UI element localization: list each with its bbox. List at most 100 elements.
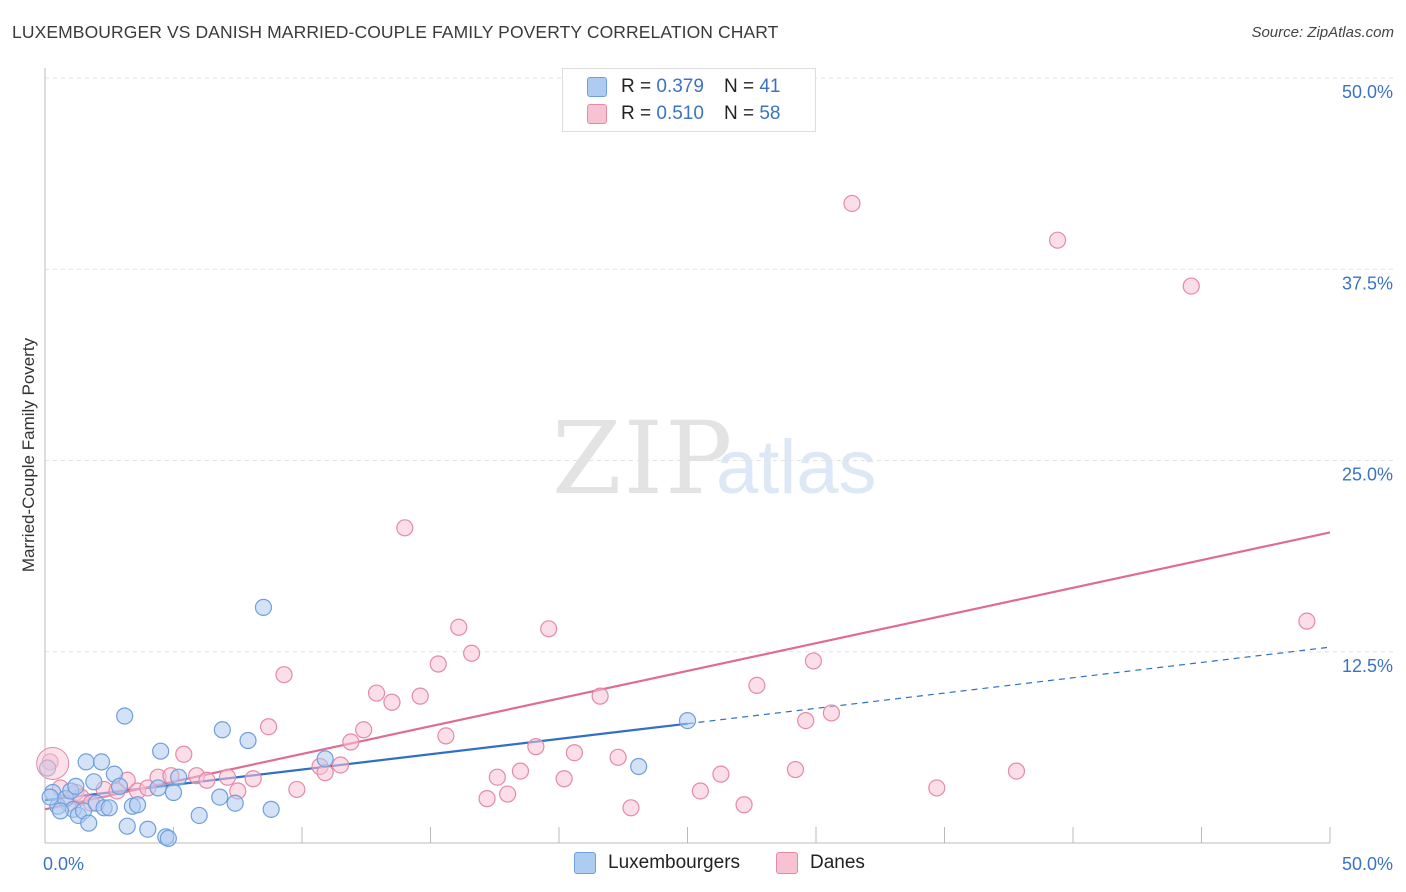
y-axis-title: Married-Couple Family Poverty — [19, 337, 38, 572]
chart-title: LUXEMBOURGER VS DANISH MARRIED-COUPLE FA… — [12, 22, 779, 42]
point-luxembourger — [51, 802, 70, 820]
legend-swatch-luxembourgers — [587, 77, 607, 97]
legend-n-label: N = — [723, 76, 755, 97]
legend-swatch-danes — [587, 104, 607, 124]
point-dane — [804, 652, 823, 670]
trendline-danes — [44, 531, 1331, 811]
point-dane — [396, 519, 414, 537]
point-dane — [478, 790, 496, 808]
legend-n-value: 58 — [759, 103, 781, 124]
bottom-legend-luxembourgers: Luxembourgers — [574, 852, 740, 874]
point-luxembourger — [152, 742, 170, 760]
y-tick-label: 25.0% — [1342, 465, 1393, 485]
point-luxembourger — [85, 773, 103, 791]
bottom-legend-label-luxembourgers: Luxembourgers — [608, 852, 741, 873]
point-dane — [555, 770, 573, 788]
point-dane — [928, 779, 946, 797]
trend-layer — [44, 531, 1331, 811]
source-label: Source: ZipAtlas.com — [1251, 24, 1394, 41]
grid-layer — [45, 77, 1395, 653]
point-dane — [463, 644, 481, 662]
point-luxembourger — [254, 598, 273, 616]
point-dane — [288, 780, 306, 799]
bottom-legend-danes: Danes — [776, 852, 865, 874]
point-dane — [198, 771, 216, 789]
point-luxembourger — [213, 721, 231, 739]
point-dane — [218, 768, 237, 786]
x-tick-label: 50.0% — [1342, 854, 1393, 874]
point-dane — [437, 727, 455, 745]
point-dane — [609, 748, 627, 766]
point-luxembourger — [262, 800, 280, 818]
y-tick-label: 37.5% — [1342, 273, 1393, 293]
bottom-legend-swatch-luxembourgers — [574, 852, 596, 874]
point-dane — [786, 760, 805, 779]
point-dane — [383, 693, 401, 711]
point-dane — [175, 745, 193, 763]
point-luxembourger — [159, 829, 177, 848]
label-layer: 12.5% 25.0% 37.5% 50.0% 0.0% 50.0% Married-Cou… — [19, 82, 1393, 874]
point-dane — [244, 770, 262, 788]
point-dane — [331, 756, 350, 774]
point-dane — [1298, 612, 1316, 630]
point-luxembourger — [630, 757, 648, 776]
point-dane — [622, 799, 640, 817]
x-tick-label: 0.0% — [43, 854, 84, 874]
point-dane — [797, 711, 815, 730]
point-luxembourger — [118, 817, 136, 835]
point-dane — [1182, 277, 1200, 295]
watermark-atlas: atlas — [716, 425, 877, 510]
point-dane — [1048, 231, 1067, 249]
y-tick-label: 12.5% — [1342, 656, 1393, 676]
point-dane — [591, 687, 609, 705]
point-luxembourger — [316, 750, 334, 768]
point-dane — [1007, 762, 1026, 780]
point-dane — [527, 738, 545, 756]
axis-layer — [44, 68, 1331, 844]
point-dane — [748, 676, 766, 695]
point-dane — [488, 768, 506, 786]
point-dane — [429, 655, 447, 673]
point-dane — [342, 733, 360, 751]
point-luxembourger — [67, 777, 85, 795]
point-luxembourger — [678, 711, 697, 730]
legend-r-value: 0.510 — [656, 103, 704, 124]
point-cluster-danes — [36, 746, 70, 780]
point-luxembourger — [170, 768, 188, 786]
point-dane — [511, 762, 530, 780]
point-luxembourger — [116, 707, 134, 725]
point-luxembourger — [239, 731, 257, 750]
points-layer — [36, 194, 1316, 848]
bottom-legend-label-danes: Danes — [810, 852, 865, 873]
legend-row-danes: R = 0.510 N = 58 — [587, 102, 780, 126]
point-luxembourger — [80, 814, 98, 832]
point-luxembourger — [128, 796, 147, 814]
point-dane — [843, 194, 861, 213]
point-dane — [275, 666, 293, 684]
legend-n-value: 41 — [759, 76, 781, 97]
point-dane — [367, 684, 386, 702]
correlation-legend: R = 0.379 N = 41 R = 0.510 N = 58 — [562, 68, 816, 132]
y-tick-label: 50.0% — [1342, 82, 1393, 102]
point-luxembourger — [139, 820, 157, 838]
point-dane — [691, 782, 709, 800]
legend-r-value: 0.379 — [656, 76, 704, 97]
point-dane — [565, 744, 584, 762]
point-dane — [822, 704, 841, 722]
point-dane — [259, 718, 278, 736]
bottom-legend-swatch-danes — [776, 852, 798, 874]
point-luxembourger — [100, 799, 118, 817]
point-dane — [712, 765, 730, 783]
point-dane — [540, 620, 558, 638]
legend-r-label: R = — [621, 76, 652, 97]
point-luxembourger — [211, 788, 229, 806]
legend-n-label: N = — [723, 103, 755, 124]
point-luxembourger — [226, 794, 244, 812]
legend-row-luxembourgers: R = 0.379 N = 41 — [587, 75, 780, 99]
trendline-luxembourgers-extrapolated — [687, 646, 1331, 725]
point-luxembourger — [110, 777, 129, 795]
legend-r-label: R = — [621, 103, 652, 124]
point-luxembourger — [190, 806, 208, 825]
watermark-zip: ZIP — [552, 400, 735, 517]
